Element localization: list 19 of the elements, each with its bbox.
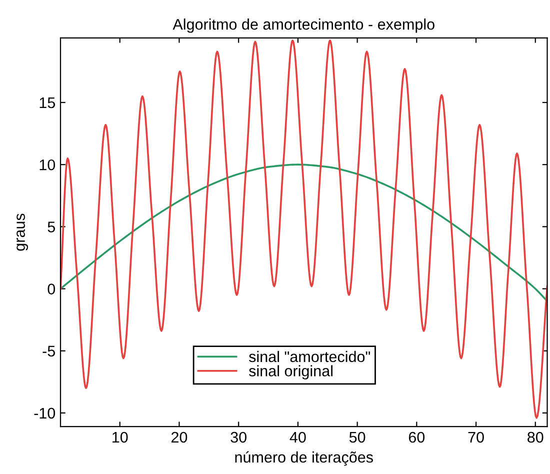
y-tick-label: 5	[48, 222, 55, 232]
x-tick-label: 60	[408, 432, 425, 443]
x-tick-label: 80	[528, 432, 544, 443]
x-tick-label: 30	[230, 432, 246, 443]
y-tick-label: 15	[40, 98, 55, 108]
y-axis-title: graus	[16, 214, 28, 251]
chart-title: Algoritmo de amortecimento - exemplo	[172, 18, 434, 33]
x-tick-label: 10	[112, 432, 128, 443]
legend-label: sinal "amortecido"	[249, 350, 370, 362]
x-tick-label: 50	[349, 432, 366, 443]
y-tick-label: 0	[48, 284, 56, 294]
x-axis-title: número de iterações	[235, 451, 373, 466]
y-tick-label: -10	[34, 408, 56, 419]
x-tick-label: 70	[468, 432, 484, 443]
x-tick-label: 20	[171, 432, 188, 443]
legend-label: sinal original	[249, 365, 332, 380]
x-tick-label: 40	[290, 432, 306, 443]
y-tick-label: -5	[42, 346, 55, 357]
y-tick-label: 10	[40, 159, 56, 170]
